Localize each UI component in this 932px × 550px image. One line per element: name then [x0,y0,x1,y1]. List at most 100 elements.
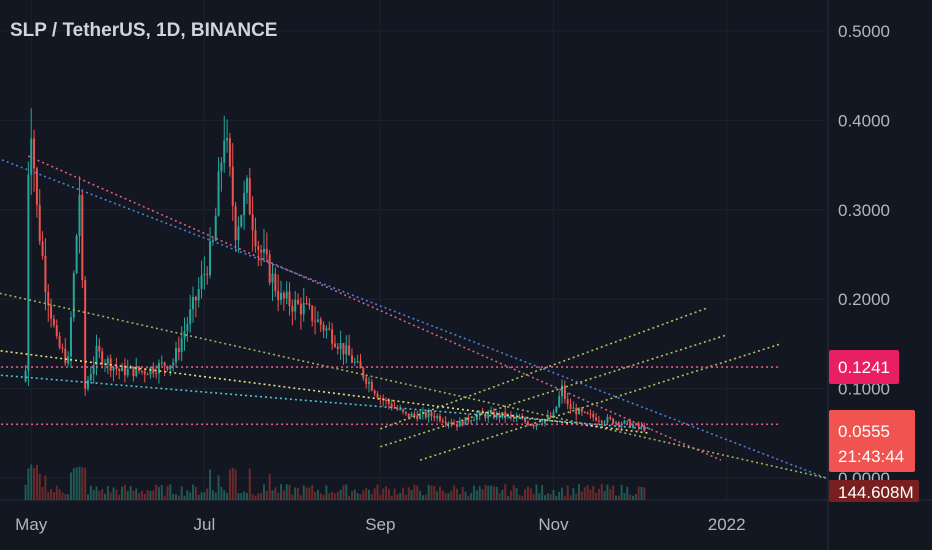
candle-body [549,415,552,417]
candle-body [291,306,294,312]
candle [172,358,175,372]
volume-bar [518,495,521,500]
volume-bar [387,488,390,500]
candle-body [561,385,564,397]
candle [597,415,600,425]
candle-body [430,412,433,417]
candle-body [535,424,538,427]
candle-body [631,424,634,428]
candle-body [572,407,575,409]
candle-body [350,355,353,363]
candle-body [578,408,581,415]
volume-bar [359,494,362,500]
candle-body [436,415,439,418]
trendline [0,158,827,479]
candle [118,367,121,380]
volume-bar [257,493,260,500]
candle-body [580,408,583,412]
volume-bar [297,487,300,500]
candle [379,395,382,405]
candle-body [126,368,129,376]
candle [86,376,89,392]
candle [280,280,283,305]
candle [183,317,186,351]
candle-body [69,317,72,357]
volume-bar [92,489,95,500]
candle-body [342,342,345,355]
candle [245,175,248,204]
volume-bar [172,493,175,500]
candle [424,410,427,420]
candles [24,108,646,433]
volume-bar [183,495,186,500]
volume-bar [248,468,251,500]
candle [549,411,552,418]
volume-bar [515,488,518,500]
candle-body [512,415,515,418]
trendline [0,292,827,479]
candle [453,419,456,425]
volume-bar [203,492,206,500]
candle-body [458,420,461,427]
volume-bar [214,492,217,500]
candle-body [368,381,370,384]
candle-body [629,420,632,428]
candle-body [575,407,578,415]
volume-bar [532,493,535,500]
candle [629,418,632,428]
candle [265,232,268,263]
candle-body [612,418,615,424]
candle [319,317,322,333]
candle-body [294,299,297,312]
volume-bar [101,489,104,500]
candle-body [160,362,163,364]
volume-bar [597,488,600,500]
volume-bar [33,467,36,500]
candle [419,409,422,420]
candle [78,176,81,254]
candle [631,421,634,430]
candle-body [226,138,229,141]
candle-body [61,347,64,349]
candle [291,299,294,326]
candle [149,366,152,379]
volume-bar [72,468,75,500]
volume-bar [640,486,643,500]
volume-bar [382,488,385,500]
volume-bar [441,490,444,500]
volume-bar [370,493,373,500]
volume-bar [104,493,107,500]
candle [152,362,155,378]
candle-body [67,356,70,364]
volume-bar [112,487,115,500]
volume-bar [549,494,552,500]
price-tick-label: 0.3000 [838,201,890,220]
volume-bar [436,491,439,500]
candle [299,297,302,330]
candle [308,298,311,310]
candle [583,411,586,414]
candle-body [248,178,251,215]
candle [189,294,192,333]
volume-bar [643,487,646,500]
volume-bar [578,484,581,500]
candle [353,357,356,366]
candle-body [606,417,609,423]
candle [277,274,280,312]
volume-bar [84,467,87,500]
candle [578,406,581,415]
candle [526,419,529,427]
candle-body [521,418,524,420]
candle [89,366,92,382]
volume-bar [563,495,566,500]
candle-body [58,336,61,348]
volume-bar [189,492,192,500]
candle [606,414,609,425]
volume-bar [634,493,637,500]
candle [243,180,246,230]
candle-body [478,412,481,415]
candle [237,216,240,253]
candle-body [566,398,569,405]
candle [572,401,575,409]
